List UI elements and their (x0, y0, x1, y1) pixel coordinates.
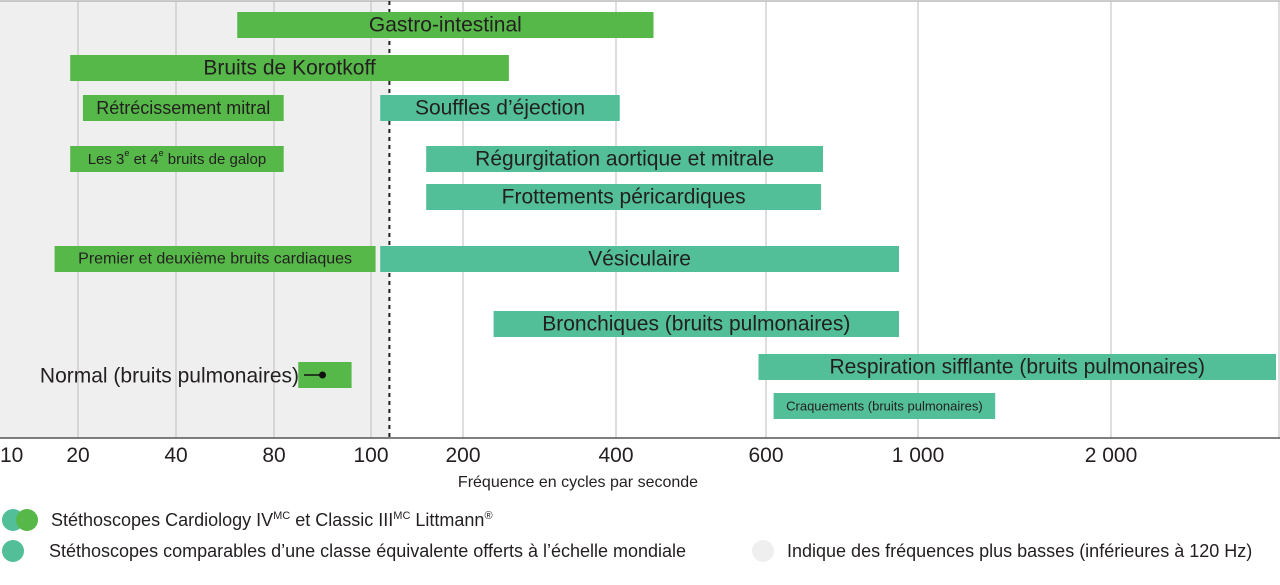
green-dot-icon (16, 509, 38, 531)
annotation-label: Normal (bruits pulmonaires) (40, 365, 299, 388)
range-bar (237, 12, 654, 38)
legend: Stéthoscopes Cardiology IVMC et Classic … (0, 500, 1280, 585)
bar-label: Bruits de Korotkoff (203, 57, 376, 80)
range-bar (82, 95, 284, 121)
teal-dot-icon (2, 540, 24, 562)
x-tick-label: 600 (748, 444, 783, 467)
range-bar (70, 146, 284, 172)
x-tick-label: 1 000 (892, 444, 945, 467)
legend-item-low-frequency: Indique des fréquences plus basses (infé… (752, 540, 1252, 562)
bar-label: Gastro-intestinal (369, 14, 522, 37)
range-bars: Gastro-intestinal Bruits de Korotkoff Rétr… (54, 12, 1276, 419)
range-bar (758, 354, 1276, 380)
range-bar (773, 393, 996, 419)
frequency-range-chart: Gastro-intestinal Bruits de Korotkoff Rétr… (0, 0, 1280, 491)
range-bar (380, 246, 899, 272)
range-bar (426, 184, 822, 210)
bar-label: Souffles d’éjection (415, 97, 585, 120)
x-tick-label: 100 (353, 444, 388, 467)
bar-label: Frottements péricardiques (502, 186, 746, 209)
bar-label: Respiration sifflante (bruits pulmonaire… (830, 356, 1205, 379)
x-tick-label: 10 (0, 444, 23, 467)
bar-label: Régurgitation aortique et mitrale (475, 148, 774, 171)
bar-label: Les 3e et 4e bruits de galop (88, 148, 267, 168)
bar-label: Rétrécissement mitral (96, 98, 270, 118)
range-bar (70, 55, 509, 81)
x-tick-label: 400 (598, 444, 633, 467)
bar-label: Vésiculaire (588, 248, 691, 271)
x-tick-label: 2 000 (1085, 444, 1138, 467)
bar-label: Craquements (bruits pulmonaires) (786, 399, 983, 414)
range-bar (380, 95, 620, 121)
bar-label: Premier et deuxième bruits cardiaques (78, 251, 352, 268)
x-tick-labels: 10 20 40 80 100 200 400 600 1 000 2 000 (0, 444, 1137, 467)
grey-dot-icon (752, 540, 774, 562)
x-tick-label: 20 (66, 444, 89, 467)
x-tick-label: 40 (164, 444, 187, 467)
x-axis-title: Fréquence en cycles par seconde (458, 474, 698, 491)
annotation-marker (319, 371, 326, 379)
legend-label-comparable: Stéthoscopes comparables d’une classe éq… (49, 540, 687, 561)
x-tick-label: 200 (445, 444, 480, 467)
legend-label-low-frequency: Indique des fréquences plus basses (infé… (787, 540, 1253, 561)
legend-item-littmann: Stéthoscopes Cardiology IVMC et Classic … (2, 508, 493, 532)
legend-label-littmann: Stéthoscopes Cardiology IVMC et Classic … (51, 509, 493, 530)
range-bar (493, 311, 899, 337)
normal-annotation: Normal (bruits pulmonaires) (40, 362, 352, 388)
range-bar (426, 146, 823, 172)
range-bar (54, 246, 376, 272)
x-tick-label: 80 (262, 444, 285, 467)
legend-swatch-dual (2, 508, 40, 532)
legend-item-comparable: Stéthoscopes comparables d’une classe éq… (2, 540, 686, 562)
bar-label: Bronchiques (bruits pulmonaires) (542, 313, 850, 336)
